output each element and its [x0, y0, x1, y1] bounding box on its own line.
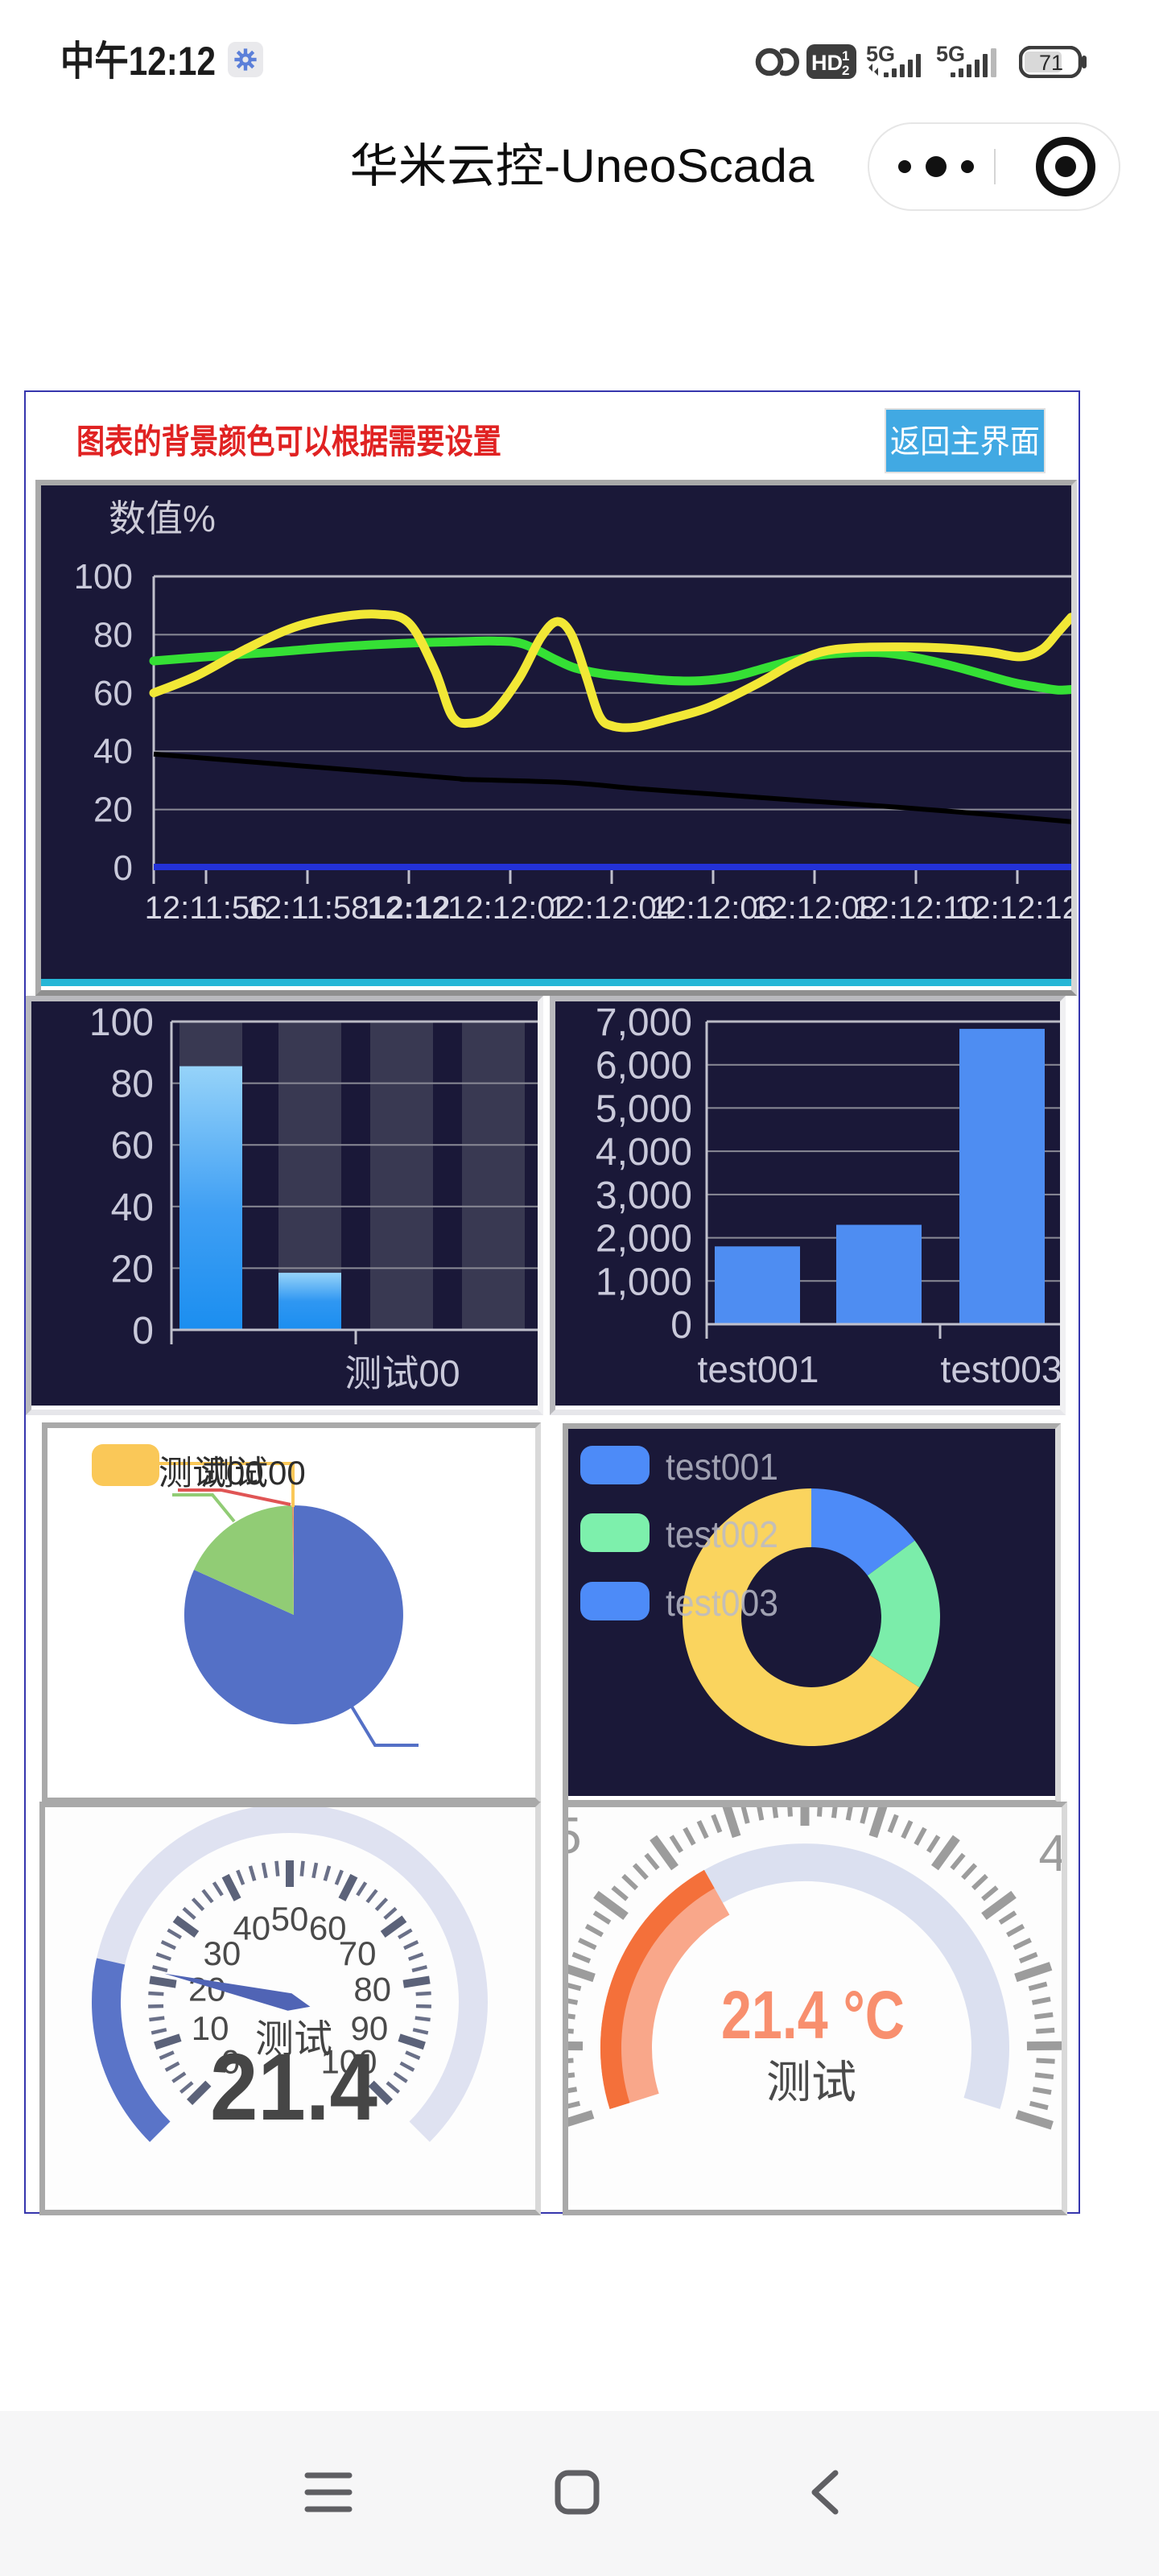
- svg-text:60: 60: [309, 1909, 347, 1946]
- svg-text:21.4 °C: 21.4 °C: [721, 1977, 905, 2053]
- svg-text:100: 100: [320, 2043, 377, 2081]
- svg-text:7,000: 7,000: [596, 1001, 692, 1044]
- svg-text:30: 30: [204, 1934, 241, 1972]
- svg-text:12:12:08: 12:12:08: [752, 890, 877, 926]
- svg-text:20: 20: [111, 1248, 154, 1290]
- svg-text:60: 60: [93, 674, 133, 713]
- svg-text:12:12:06: 12:12:06: [650, 890, 776, 926]
- svg-text:21.4: 21.4: [210, 2034, 377, 2140]
- svg-text:测试00: 测试00: [159, 1454, 264, 1492]
- svg-text:12:12:04: 12:12:04: [549, 890, 674, 926]
- svg-text:0: 0: [113, 848, 133, 888]
- svg-text:100: 100: [74, 557, 133, 597]
- svg-text:test001: test001: [666, 1446, 778, 1488]
- svg-text:5,000: 5,000: [596, 1088, 692, 1130]
- svg-text:80: 80: [93, 615, 133, 654]
- svg-text:90: 90: [351, 2009, 389, 2047]
- svg-text:10: 10: [192, 2009, 229, 2047]
- svg-text:测试: 测试: [255, 2018, 332, 2061]
- svg-text:test002: test002: [666, 1513, 778, 1555]
- svg-text:0: 0: [132, 1310, 154, 1352]
- svg-text:40: 40: [233, 1909, 270, 1946]
- svg-text:测试00: 测试00: [344, 1352, 460, 1394]
- svg-text:0: 0: [670, 1304, 692, 1347]
- svg-text:12:11:58: 12:11:58: [246, 890, 369, 926]
- svg-text:100: 100: [89, 1001, 154, 1044]
- svg-text:test003: test003: [941, 1348, 1060, 1390]
- svg-text:12:12:12: 12:12:12: [955, 890, 1071, 926]
- svg-text:华米云控-UneoScada: 华米云控-UneoScada: [350, 140, 815, 192]
- svg-text:2,000: 2,000: [596, 1218, 692, 1261]
- svg-text:12:12: 12:12: [368, 890, 450, 926]
- svg-text:1: 1: [842, 48, 849, 64]
- svg-text:70: 70: [339, 1934, 377, 1972]
- svg-text:12:12:02: 12:12:02: [448, 890, 573, 926]
- svg-text:测试: 测试: [766, 2057, 856, 2107]
- svg-text:5G: 5G: [866, 42, 895, 66]
- svg-text:返回主界面: 返回主界面: [890, 424, 1040, 460]
- svg-text:6,000: 6,000: [596, 1045, 692, 1088]
- svg-text:71: 71: [1039, 51, 1063, 75]
- svg-text:测试00: 测试00: [200, 1454, 306, 1492]
- svg-text:0: 0: [221, 2043, 240, 2081]
- svg-text:2: 2: [842, 63, 849, 78]
- svg-text:HD: HD: [811, 51, 843, 75]
- svg-text:15: 15: [568, 1807, 582, 1864]
- svg-text:12:11:56: 12:11:56: [145, 890, 268, 926]
- svg-text:中午12:12: 中午12:12: [60, 39, 216, 84]
- svg-text:12:12:10: 12:12:10: [853, 890, 979, 926]
- svg-text:数值%: 数值%: [109, 497, 216, 539]
- svg-text:80: 80: [111, 1063, 154, 1106]
- svg-text:4,000: 4,000: [596, 1131, 692, 1174]
- svg-text:40: 40: [111, 1187, 154, 1229]
- svg-text:test003: test003: [666, 1582, 778, 1624]
- svg-text:60: 60: [111, 1125, 154, 1167]
- svg-text:50: 50: [271, 1900, 309, 1938]
- svg-text:5G: 5G: [936, 42, 965, 66]
- svg-text:20: 20: [93, 791, 133, 830]
- svg-text:40: 40: [93, 732, 133, 771]
- svg-text:图表的背景颜色可以根据需要设置: 图表的背景颜色可以根据需要设置: [76, 423, 501, 460]
- svg-text:1,000: 1,000: [596, 1261, 692, 1303]
- svg-text:test001: test001: [698, 1348, 819, 1390]
- svg-text:3,000: 3,000: [596, 1174, 692, 1217]
- svg-text:45: 45: [1038, 1824, 1062, 1882]
- svg-text:80: 80: [353, 1971, 391, 2008]
